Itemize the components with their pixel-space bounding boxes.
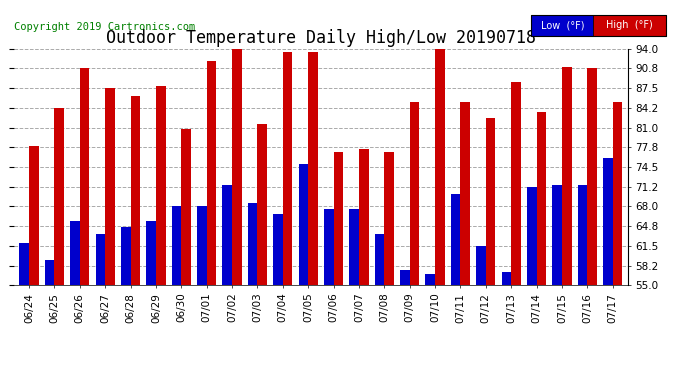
Bar — [426, 274, 435, 285]
Bar — [95, 234, 105, 285]
Bar — [45, 260, 55, 285]
Bar — [359, 149, 368, 285]
Bar — [502, 272, 511, 285]
Bar — [299, 164, 308, 285]
Bar — [283, 52, 293, 285]
Bar — [511, 82, 521, 285]
Bar — [552, 185, 562, 285]
Bar — [460, 102, 470, 285]
Bar — [222, 185, 232, 285]
Bar — [527, 187, 537, 285]
Bar — [578, 185, 587, 285]
Bar — [156, 86, 166, 285]
Bar — [562, 67, 571, 285]
Text: Copyright 2019 Cartronics.com: Copyright 2019 Cartronics.com — [14, 22, 195, 32]
Bar — [349, 209, 359, 285]
Bar — [105, 88, 115, 285]
Bar — [232, 49, 241, 285]
Bar — [197, 206, 207, 285]
Bar — [486, 118, 495, 285]
Bar — [476, 246, 486, 285]
Bar — [333, 152, 343, 285]
Bar — [273, 213, 283, 285]
Bar — [80, 68, 90, 285]
Bar — [172, 206, 181, 285]
Bar — [384, 152, 394, 285]
Bar — [146, 221, 156, 285]
Bar — [130, 96, 140, 285]
Bar — [70, 221, 80, 285]
Bar — [613, 102, 622, 285]
Bar — [400, 270, 410, 285]
Bar — [19, 243, 29, 285]
Bar — [410, 102, 420, 285]
Bar — [257, 124, 267, 285]
Bar — [121, 228, 130, 285]
Bar — [248, 203, 257, 285]
Bar — [587, 68, 597, 285]
Bar — [55, 108, 64, 285]
Bar — [207, 61, 216, 285]
Bar — [435, 49, 444, 285]
Bar — [375, 234, 384, 285]
Title: Outdoor Temperature Daily High/Low 20190718: Outdoor Temperature Daily High/Low 20190… — [106, 29, 536, 47]
Text: High  (°F): High (°F) — [607, 21, 653, 30]
Bar — [451, 194, 460, 285]
Bar — [603, 158, 613, 285]
Text: Low  (°F): Low (°F) — [540, 21, 584, 30]
Bar — [181, 129, 191, 285]
Bar — [29, 146, 39, 285]
Bar — [324, 209, 333, 285]
Bar — [308, 52, 318, 285]
Bar — [537, 112, 546, 285]
